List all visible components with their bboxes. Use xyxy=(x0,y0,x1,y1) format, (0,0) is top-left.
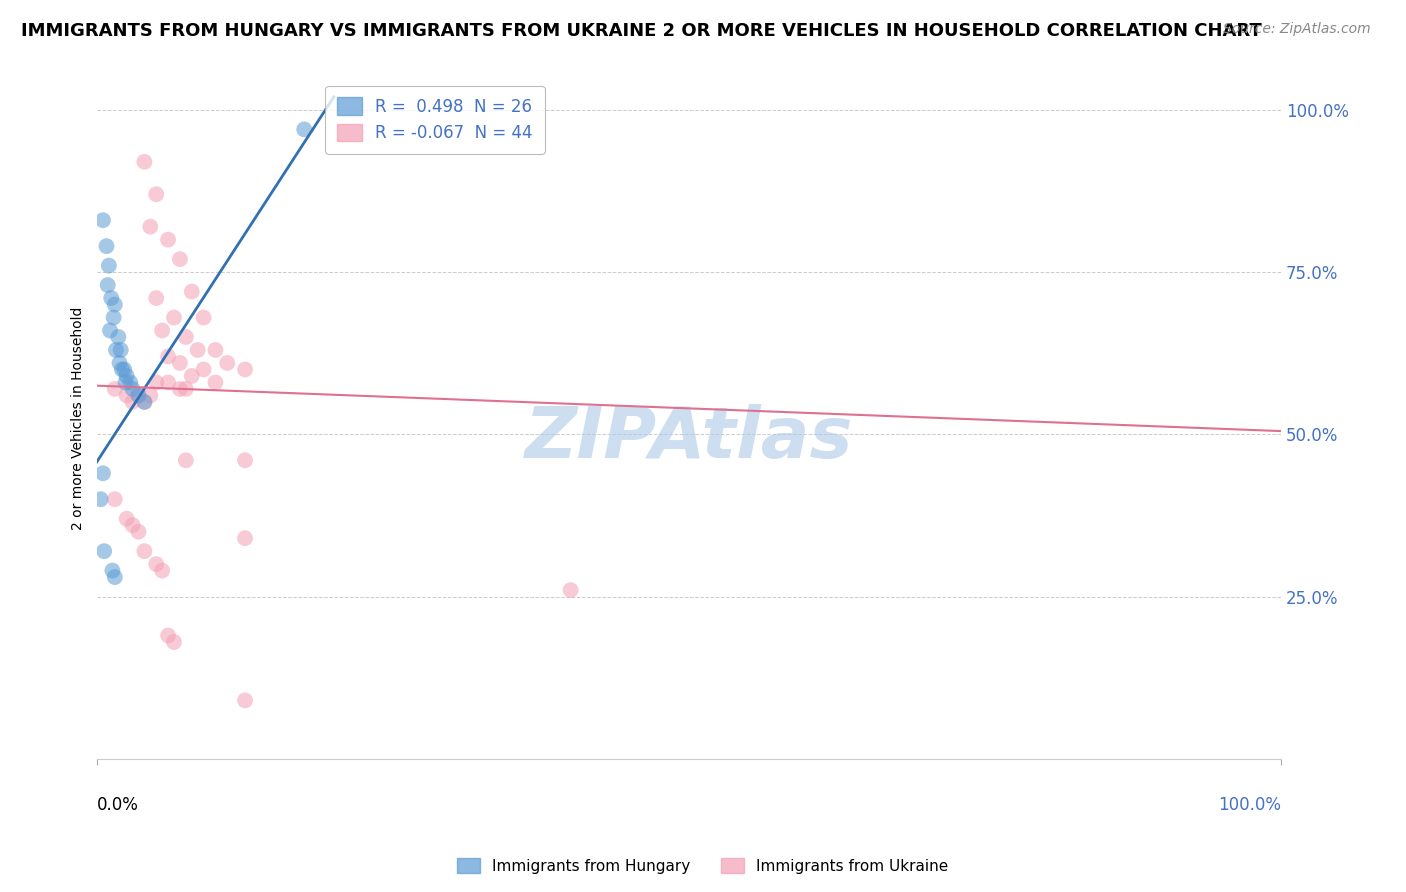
Point xyxy=(104,492,127,507)
Point xyxy=(121,382,143,396)
Point xyxy=(169,382,191,396)
Point xyxy=(134,154,156,169)
Point xyxy=(115,511,138,525)
Legend: Immigrants from Hungary, Immigrants from Ukraine: Immigrants from Hungary, Immigrants from… xyxy=(451,852,955,880)
Point xyxy=(112,362,135,376)
Point xyxy=(127,388,149,402)
Point xyxy=(103,310,125,325)
Point xyxy=(204,343,226,357)
Point xyxy=(104,297,127,311)
Point xyxy=(98,324,121,338)
Point xyxy=(104,343,127,357)
Text: IMMIGRANTS FROM HUNGARY VS IMMIGRANTS FROM UKRAINE 2 OR MORE VEHICLES IN HOUSEHO: IMMIGRANTS FROM HUNGARY VS IMMIGRANTS FR… xyxy=(21,22,1261,40)
Point xyxy=(145,291,167,305)
Point xyxy=(217,356,239,370)
Point xyxy=(104,382,127,396)
Text: 100.0%: 100.0% xyxy=(1218,797,1281,814)
Point xyxy=(292,122,315,136)
Point xyxy=(93,544,115,558)
Point xyxy=(110,343,132,357)
Text: 0.0%: 0.0% xyxy=(97,797,139,814)
Point xyxy=(193,362,215,376)
Point xyxy=(139,388,162,402)
Point xyxy=(145,376,167,390)
Point xyxy=(115,368,138,383)
Point xyxy=(91,213,114,227)
Point xyxy=(134,395,156,409)
Point xyxy=(145,557,167,571)
Text: ZIPAtlas: ZIPAtlas xyxy=(524,404,853,473)
Point xyxy=(115,388,138,402)
Point xyxy=(233,453,256,467)
Point xyxy=(163,635,186,649)
Point xyxy=(104,570,127,584)
Point xyxy=(96,239,118,253)
Point xyxy=(233,531,256,545)
Point xyxy=(111,362,134,376)
Point xyxy=(193,310,215,325)
Point xyxy=(187,343,209,357)
Point xyxy=(174,330,197,344)
Point xyxy=(127,388,149,402)
Point xyxy=(157,233,180,247)
Point xyxy=(108,356,131,370)
Point xyxy=(150,324,173,338)
Point xyxy=(150,564,173,578)
Point xyxy=(180,368,202,383)
Point xyxy=(233,693,256,707)
Point xyxy=(145,187,167,202)
Text: Source: ZipAtlas.com: Source: ZipAtlas.com xyxy=(1223,22,1371,37)
Point xyxy=(121,395,143,409)
Point xyxy=(174,382,197,396)
Point xyxy=(120,376,142,390)
Point xyxy=(139,219,162,234)
Point xyxy=(157,350,180,364)
Point xyxy=(157,628,180,642)
Point xyxy=(134,395,156,409)
Point xyxy=(101,564,124,578)
Point xyxy=(157,376,180,390)
Point xyxy=(114,376,136,390)
Point xyxy=(174,453,197,467)
Point xyxy=(107,330,129,344)
Point xyxy=(204,376,226,390)
Point xyxy=(121,518,143,533)
Point xyxy=(163,310,186,325)
Point xyxy=(97,259,120,273)
Y-axis label: 2 or more Vehicles in Household: 2 or more Vehicles in Household xyxy=(72,307,86,530)
Point xyxy=(180,285,202,299)
Point xyxy=(100,291,122,305)
Legend: R =  0.498  N = 26, R = -0.067  N = 44: R = 0.498 N = 26, R = -0.067 N = 44 xyxy=(325,86,544,153)
Point xyxy=(560,583,582,598)
Point xyxy=(169,356,191,370)
Point xyxy=(90,492,112,507)
Point xyxy=(127,524,149,539)
Point xyxy=(97,278,120,293)
Point xyxy=(233,362,256,376)
Point xyxy=(169,252,191,267)
Point xyxy=(134,544,156,558)
Point xyxy=(91,467,114,481)
